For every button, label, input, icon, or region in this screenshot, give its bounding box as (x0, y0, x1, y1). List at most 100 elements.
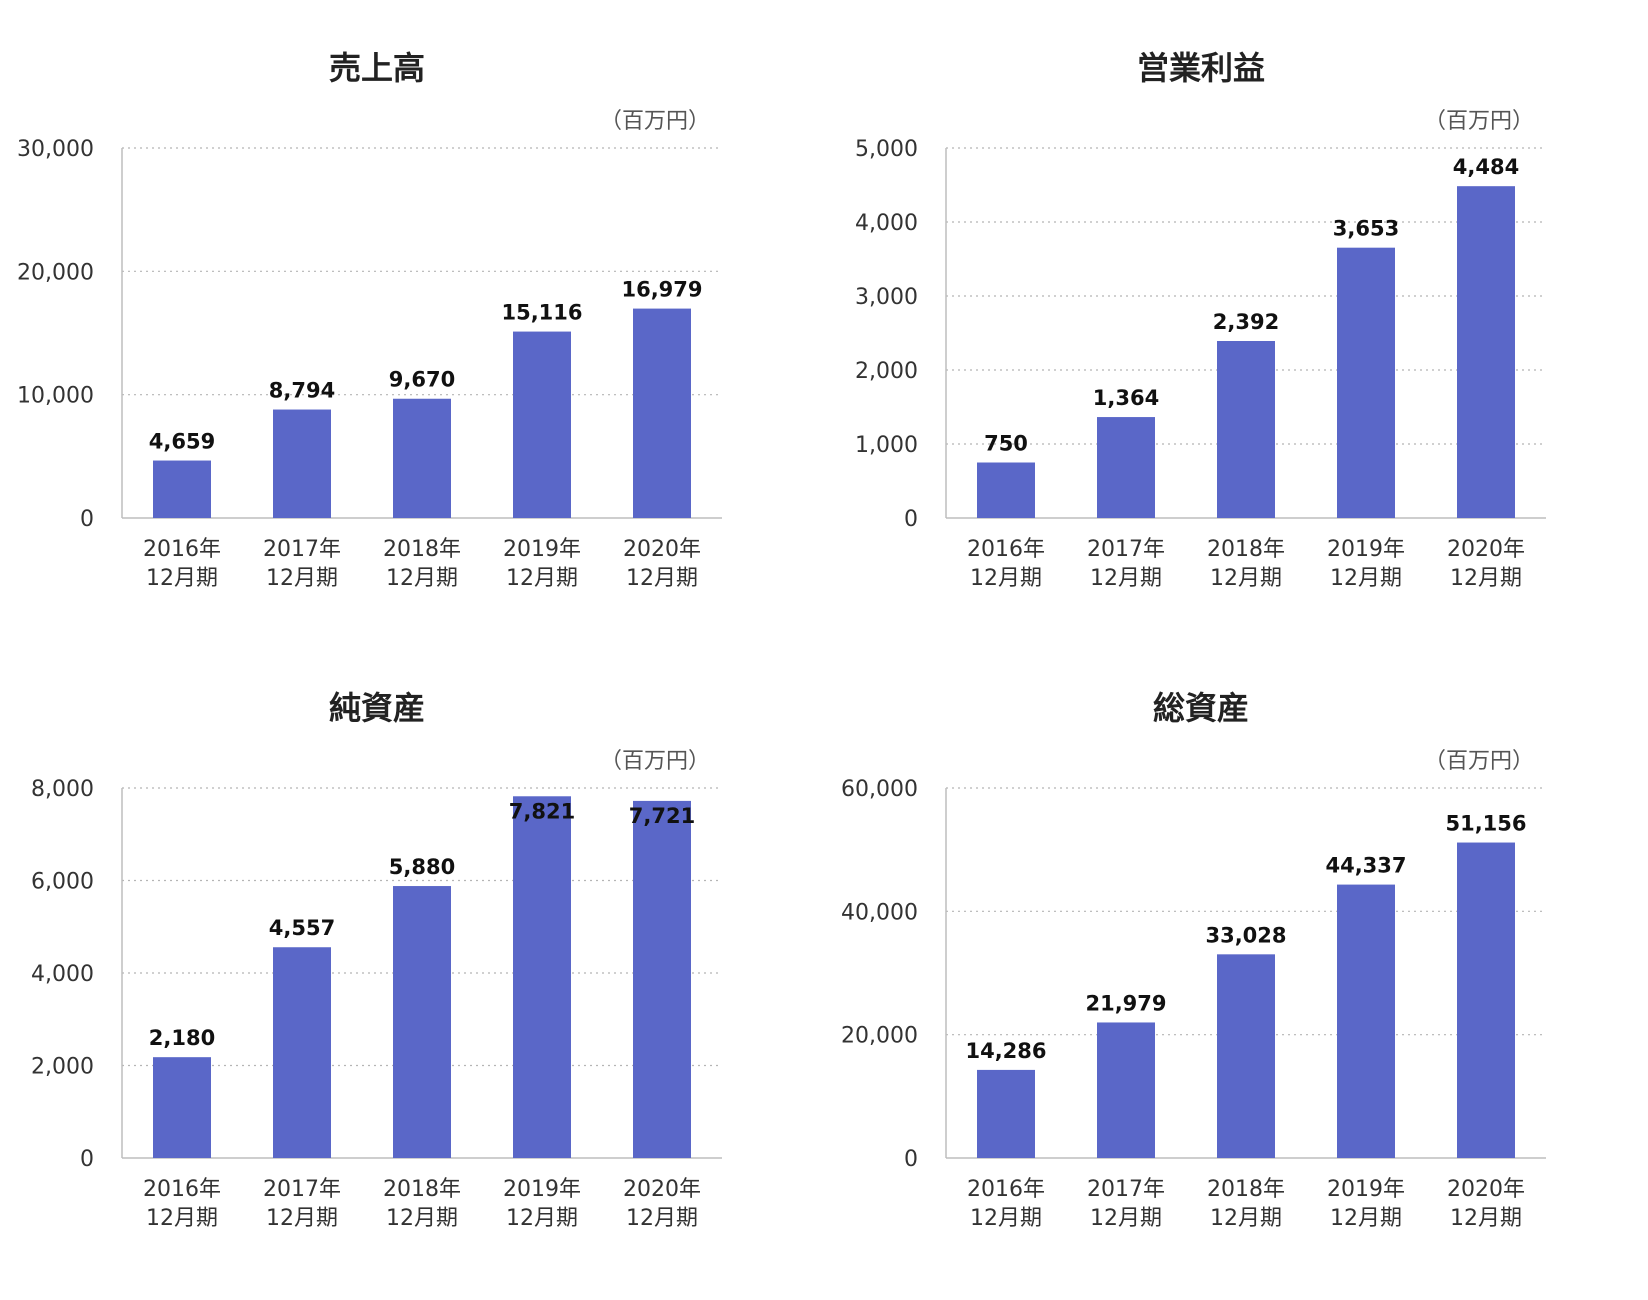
y-tick-label: 5,000 (855, 137, 918, 162)
x-tick-label-line: 2020年 (623, 1177, 701, 1202)
y-tick-label: 8,000 (31, 777, 94, 802)
bar (273, 947, 331, 1158)
x-tick-label-line: 2016年 (143, 537, 221, 562)
data-label: 1,364 (1093, 386, 1159, 410)
data-label: 21,979 (1085, 991, 1166, 1015)
data-label: 4,484 (1453, 155, 1519, 179)
x-tick-label-line: 2017年 (1087, 1177, 1165, 1202)
x-tick-label-line: 2020年 (1447, 1177, 1525, 1202)
x-tick-label-line: 2017年 (263, 1177, 341, 1202)
y-tick-label: 4,000 (855, 211, 918, 236)
chart-operating-income: 営業利益 （百万円） 0 1,000 2,000 3,000 4,000 5,000 750 20… (855, 49, 1546, 591)
bar (513, 796, 571, 1158)
data-label: 33,028 (1205, 923, 1286, 947)
y-tick-label: 0 (904, 1147, 918, 1172)
x-tick-label-line: 2019年 (503, 537, 581, 562)
unit-label: （百万円） (600, 109, 710, 134)
chart-net-sales: 売上高 （百万円） 0 10,000 20,000 30,000 4,659 2016年 12月… (17, 49, 722, 591)
data-label: 7,721 (629, 804, 695, 828)
unit-label: （百万円） (1424, 109, 1534, 134)
y-tick-label: 30,000 (17, 137, 94, 162)
x-tick-label-line: 2018年 (383, 537, 461, 562)
y-tick-label: 20,000 (17, 260, 94, 285)
bar (1097, 417, 1155, 518)
x-tick-label: 2016年 12月期 (967, 537, 1045, 591)
x-tick-label: 2018年 12月期 (383, 537, 461, 591)
bar (1457, 842, 1515, 1158)
data-label: 51,156 (1445, 812, 1526, 836)
bar (1097, 1022, 1155, 1158)
x-tick-label: 2020年 12月期 (1447, 1177, 1525, 1231)
x-tick-label: 2016年 12月期 (143, 537, 221, 591)
x-tick-label-line: 2016年 (143, 1177, 221, 1202)
x-tick-label-line: 2018年 (1207, 537, 1285, 562)
data-label: 2,180 (149, 1026, 215, 1050)
bar (513, 331, 571, 518)
y-tick-label: 40,000 (841, 900, 918, 925)
unit-label: （百万円） (1424, 749, 1534, 774)
bar (1457, 186, 1515, 518)
x-tick-label-line: 12月期 (1330, 1206, 1402, 1231)
x-tick-label-line: 12月期 (266, 566, 338, 591)
x-tick-label: 2017年 12月期 (1087, 1177, 1165, 1231)
x-tick-label-line: 12月期 (970, 566, 1042, 591)
x-tick-label-line: 2019年 (1327, 537, 1405, 562)
data-label: 7,821 (509, 799, 575, 823)
x-tick-label-line: 12月期 (970, 1206, 1042, 1231)
x-tick-label-line: 2017年 (263, 537, 341, 562)
x-tick-label-line: 12月期 (626, 566, 698, 591)
bar (153, 460, 211, 518)
x-tick-label-line: 12月期 (266, 1206, 338, 1231)
data-label: 14,286 (965, 1039, 1046, 1063)
x-tick-label: 2020年 12月期 (1447, 537, 1525, 591)
bar (393, 398, 451, 518)
x-tick-label-line: 2019年 (503, 1177, 581, 1202)
bar (977, 462, 1035, 518)
chart-title: 売上高 (329, 49, 425, 87)
x-tick-label: 2019年 12月期 (503, 1177, 581, 1231)
data-label: 750 (984, 432, 1028, 456)
x-tick-label-line: 12月期 (386, 566, 458, 591)
data-label: 2,392 (1213, 310, 1279, 334)
data-label: 3,653 (1333, 217, 1399, 241)
x-tick-label-line: 12月期 (386, 1206, 458, 1231)
x-tick-label-line: 2018年 (1207, 1177, 1285, 1202)
bar (633, 308, 691, 518)
x-tick-label-line: 12月期 (146, 566, 218, 591)
chart-total-assets: 総資産 （百万円） 0 20,000 40,000 60,000 14,286 2016年 12… (841, 689, 1546, 1231)
x-tick-label-line: 2017年 (1087, 537, 1165, 562)
x-tick-label-line: 12月期 (1330, 566, 1402, 591)
x-tick-label: 2016年 12月期 (143, 1177, 221, 1231)
bar (153, 1057, 211, 1158)
x-tick-label-line: 2016年 (967, 1177, 1045, 1202)
bar (393, 886, 451, 1158)
y-tick-label: 4,000 (31, 962, 94, 987)
bar (633, 800, 691, 1158)
x-tick-label-line: 2018年 (383, 1177, 461, 1202)
chart-title: 営業利益 (1137, 49, 1265, 87)
y-tick-label: 2,000 (31, 1055, 94, 1080)
x-tick-label-line: 12月期 (1210, 566, 1282, 591)
x-tick-label-line: 2020年 (1447, 537, 1525, 562)
y-tick-label: 6,000 (31, 870, 94, 895)
x-tick-label-line: 2019年 (1327, 1177, 1405, 1202)
x-tick-label: 2018年 12月期 (383, 1177, 461, 1231)
x-tick-label: 2019年 12月期 (1327, 537, 1405, 591)
x-tick-label: 2017年 12月期 (263, 1177, 341, 1231)
x-tick-label-line: 12月期 (1450, 1206, 1522, 1231)
chart-title: 純資産 (329, 689, 425, 727)
x-tick-label: 2020年 12月期 (623, 1177, 701, 1231)
unit-label: （百万円） (600, 749, 710, 774)
y-tick-label: 1,000 (855, 433, 918, 458)
y-tick-label: 60,000 (841, 777, 918, 802)
y-tick-label: 0 (904, 507, 918, 532)
y-tick-label: 2,000 (855, 359, 918, 384)
y-tick-label: 0 (80, 1147, 94, 1172)
bar (1337, 884, 1395, 1158)
x-tick-label-line: 12月期 (146, 1206, 218, 1231)
x-tick-label: 2016年 12月期 (967, 1177, 1045, 1231)
y-tick-label: 0 (80, 507, 94, 532)
data-label: 16,979 (621, 278, 702, 302)
x-tick-label-line: 12月期 (1090, 566, 1162, 591)
